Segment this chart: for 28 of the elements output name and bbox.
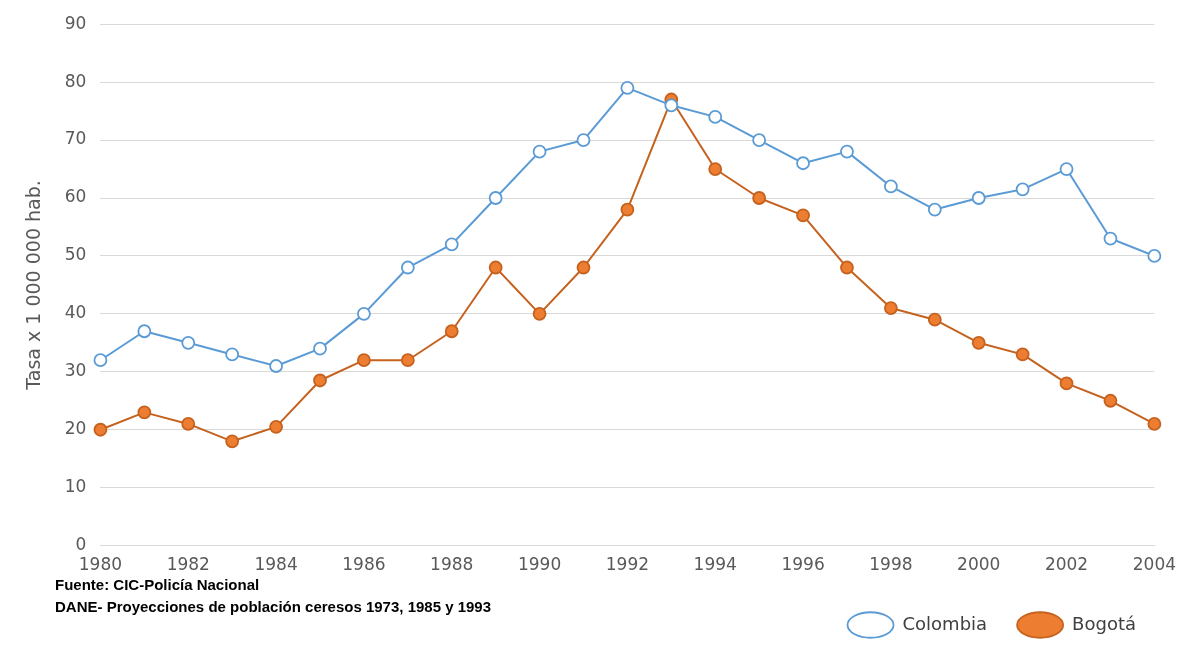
y-axis-title: Tasa x 1 000 000 hab. [22,180,45,391]
y-tick-label: 80 [64,70,87,91]
x-tick-label: 1984 [254,554,298,575]
y-tick-label: 60 [64,186,87,207]
y-tick-label: 90 [64,12,87,33]
text: DANE- Proyecciones de población ceresos 1973, 1985 y 1993 [55,597,492,617]
x-tick-label: 1992 [605,554,650,575]
x-tick-label: 2004 [1132,554,1176,575]
x-tick-label: 1988 [430,554,474,575]
x-tick-label: 1990 [517,554,562,575]
x-tick-label: 2000 [957,554,1001,575]
y-tick-label: 10 [64,476,87,497]
y-tick-label: 20 [64,418,87,439]
x-tick-label: 1998 [869,554,913,575]
legend-label: Colombia [902,612,988,634]
x-tick-label: 1996 [781,554,825,575]
source-note: Fuente: CIC-Policía Nacional [55,575,261,595]
y-tick-label: 40 [64,302,87,323]
x-tick-label: 1980 [78,554,123,575]
x-tick-label: 2002 [1044,554,1089,575]
y-tick-label: 30 [64,360,87,381]
y-tick-label: 0 [75,534,87,555]
legend-label: Bogotá [1072,612,1136,634]
x-tick-label: 1994 [693,554,737,575]
y-tick-label: 70 [64,128,87,149]
x-tick-label: 1982 [166,554,210,575]
y-tick-label: 50 [64,244,87,265]
x-tick-label: 1986 [342,554,386,575]
